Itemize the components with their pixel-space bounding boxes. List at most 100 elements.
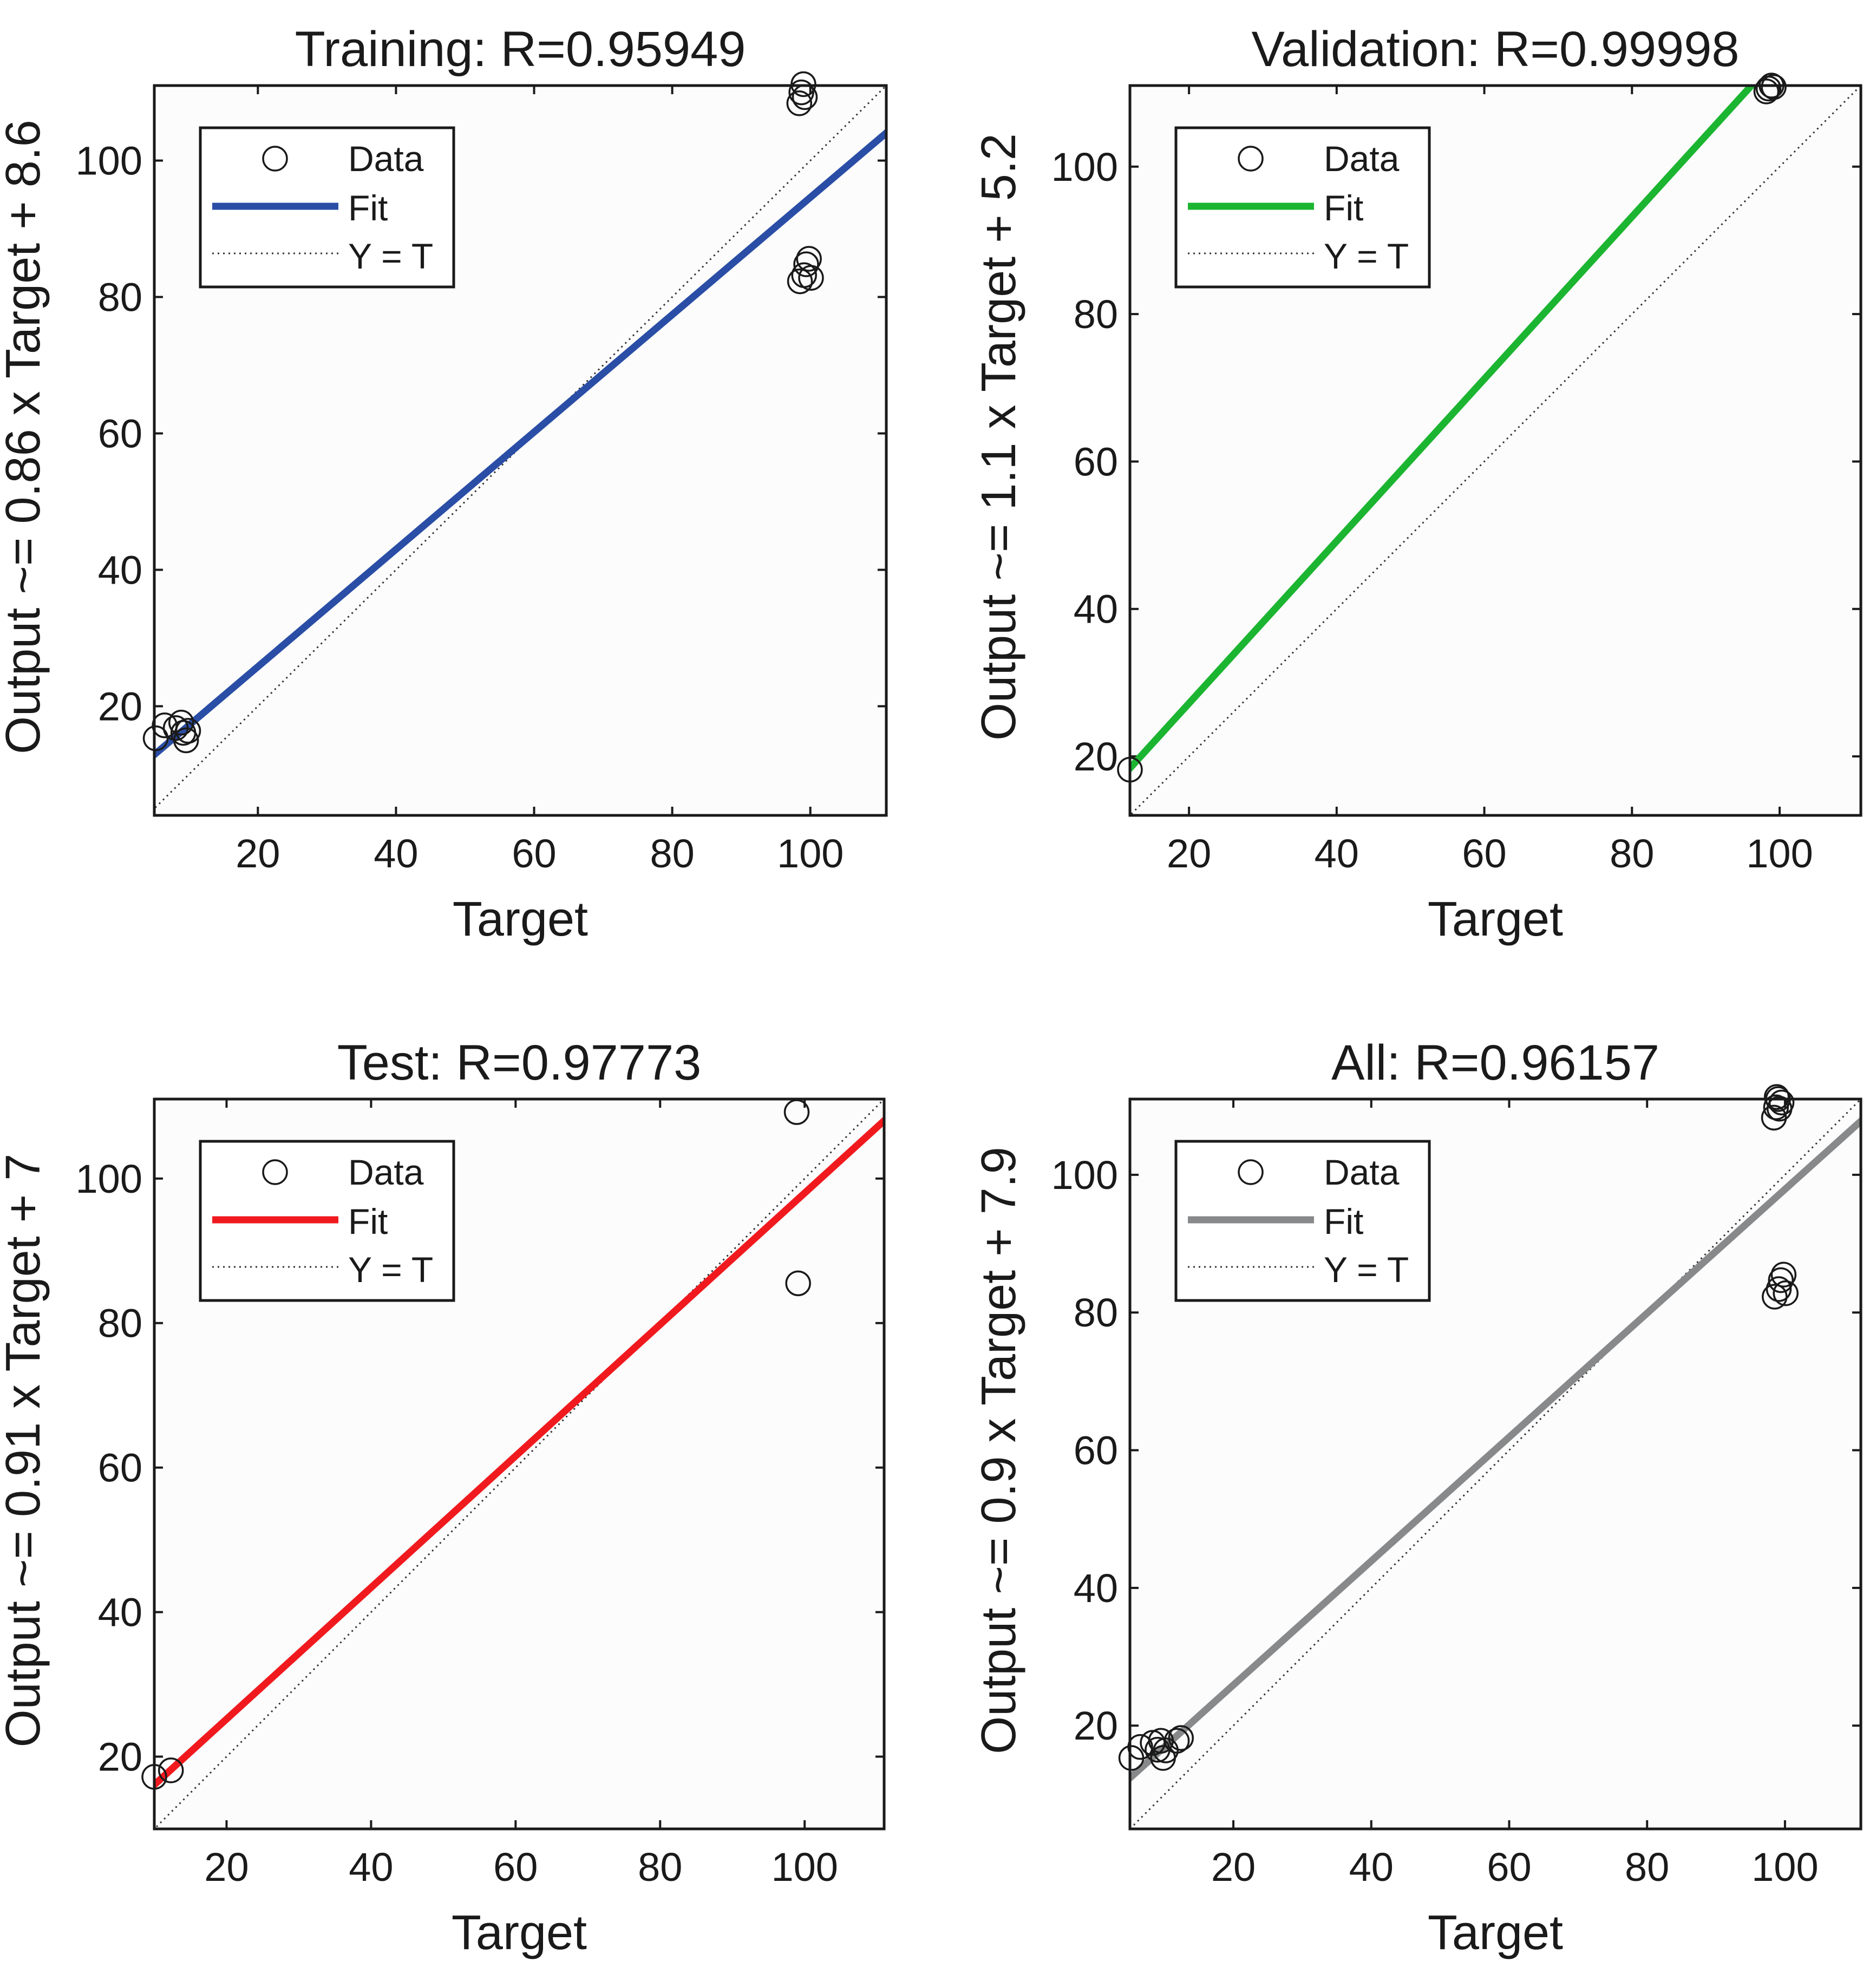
data-point — [787, 268, 813, 295]
legend-ideal-label: Y = T — [348, 1250, 433, 1290]
x-axis-label: Target — [1428, 1906, 1563, 1960]
y-tick-label: 60 — [1074, 439, 1118, 484]
legend: Data Fit Y = T — [199, 126, 455, 289]
y-tick-label: 80 — [1074, 1290, 1118, 1335]
x-tick-label: 80 — [1625, 1845, 1669, 1890]
plot-content — [154, 1099, 884, 1829]
chart-title: Validation: R=0.99998 — [1251, 22, 1739, 77]
axes-frame — [1128, 84, 1862, 817]
legend-fit-label: Fit — [1324, 188, 1363, 228]
x-tick-label: 20 — [1167, 831, 1211, 876]
x-axis-label: Target — [452, 1906, 587, 1960]
legend-fit-label: Fit — [348, 188, 388, 228]
y-tick-label: 60 — [1074, 1428, 1118, 1473]
data-point — [1763, 1084, 1790, 1110]
fit-line — [1130, 86, 1756, 774]
data-point — [1761, 74, 1787, 100]
y-tick-label: 20 — [1074, 1703, 1118, 1748]
x-tick-label: 80 — [650, 831, 694, 876]
x-tick-label: 40 — [1315, 831, 1359, 876]
data-point — [1127, 1734, 1153, 1760]
legend-data-marker — [1238, 146, 1264, 172]
y-tick-label: 80 — [1074, 292, 1118, 337]
axes-frame — [153, 84, 888, 817]
y-tick-label: 80 — [98, 1301, 142, 1346]
y-tick-label: 60 — [98, 1446, 142, 1491]
y-tick-label: 20 — [1074, 734, 1118, 779]
plot-content — [1130, 1099, 1861, 1829]
legend-data-marker — [262, 1159, 288, 1185]
x-tick-label: 100 — [777, 831, 844, 876]
data-point — [168, 709, 194, 736]
legend-data-label: Data — [1324, 1152, 1400, 1192]
data-point — [1770, 1261, 1797, 1288]
data-point — [785, 1270, 811, 1297]
legend-ideal-label: Y = T — [1324, 236, 1409, 276]
axes-frame — [1128, 1097, 1862, 1831]
x-tick-label: 100 — [771, 1845, 838, 1890]
x-tick-label: 80 — [1610, 831, 1654, 876]
panel-all: 20 40 60 80 100 20 40 60 80 100 All: R=0.96157 Targ… — [972, 1035, 1862, 1960]
data-point — [1168, 1725, 1194, 1751]
legend-fit-label: Fit — [348, 1201, 388, 1241]
y-tick-label: 20 — [98, 1735, 142, 1780]
panel-validation: 20 40 60 80 100 20 40 60 80 100 Validation: R=0.99… — [972, 22, 1862, 946]
data-point — [1762, 1284, 1788, 1310]
x-tick-label: 60 — [493, 1845, 538, 1890]
data-point — [796, 246, 822, 272]
legend-fit-label: Fit — [1324, 1201, 1363, 1241]
data-point — [1768, 1267, 1794, 1293]
y-tick-label: 100 — [1051, 145, 1118, 189]
plot-content — [1130, 86, 1861, 815]
x-tick-label: 40 — [1349, 1845, 1394, 1890]
legend: Data Fit Y = T — [199, 1140, 455, 1302]
fit-line — [154, 128, 886, 760]
fit-line — [154, 1116, 884, 1790]
data-point — [798, 265, 824, 291]
data-point — [1753, 79, 1780, 104]
y-tick-label: 100 — [76, 1156, 142, 1201]
data-point — [1768, 1089, 1795, 1116]
legend: Data Fit Y = T — [1174, 1140, 1431, 1302]
legend-data-label: Data — [348, 1152, 424, 1192]
fit-line — [1130, 1116, 1861, 1783]
plot-content — [154, 86, 886, 810]
legend-data-label: Data — [348, 139, 424, 179]
data-point — [790, 71, 816, 97]
x-tick-label: 20 — [204, 1845, 249, 1890]
x-tick-label: 20 — [1211, 1845, 1256, 1890]
chart-title: Training: R=0.95949 — [295, 22, 746, 77]
y-tick-label: 40 — [98, 547, 142, 592]
y-tick-label: 60 — [98, 411, 142, 456]
legend-ideal-label: Y = T — [348, 236, 433, 276]
chart-title: Test: R=0.97773 — [337, 1035, 702, 1090]
x-tick-label: 40 — [374, 831, 418, 876]
x-axis-label: Target — [453, 892, 588, 946]
x-axis-label: Target — [1428, 892, 1563, 946]
y-tick-label: 20 — [98, 684, 142, 729]
y-axis-label: Output ~= 0.9 x Target + 7.9 — [972, 1147, 1026, 1754]
data-point — [175, 718, 201, 744]
legend-data-marker — [262, 146, 288, 172]
x-tick-label: 20 — [236, 831, 280, 876]
x-tick-label: 60 — [1462, 831, 1506, 876]
y-tick-label: 40 — [98, 1590, 142, 1635]
legend-data-label: Data — [1324, 139, 1400, 179]
x-tick-label: 60 — [1487, 1845, 1531, 1890]
x-tick-label: 100 — [1751, 1845, 1818, 1890]
data-point — [1773, 1280, 1799, 1306]
data-point — [142, 725, 169, 751]
x-tick-label: 80 — [638, 1845, 682, 1890]
y-axis-label: Output ~= 1.1 x Target + 5.2 — [972, 133, 1026, 741]
x-tick-label: 40 — [349, 1845, 393, 1890]
legend: Data Fit Y = T — [1174, 126, 1431, 289]
y-tick-label: 40 — [1074, 1566, 1118, 1611]
data-point — [1766, 1276, 1792, 1302]
ideal-line — [1130, 86, 1861, 815]
axes-frame — [153, 1097, 886, 1831]
panel-test: 20 40 60 80 100 20 40 60 80 100 Test: R=0.97773 Tar… — [0, 1035, 886, 1960]
legend-ideal-label: Y = T — [1324, 1250, 1409, 1290]
x-tick-label: 60 — [512, 831, 556, 876]
data-point — [786, 90, 813, 116]
y-axis-label: Output ~= 0.86 x Target + 8.6 — [0, 120, 50, 754]
